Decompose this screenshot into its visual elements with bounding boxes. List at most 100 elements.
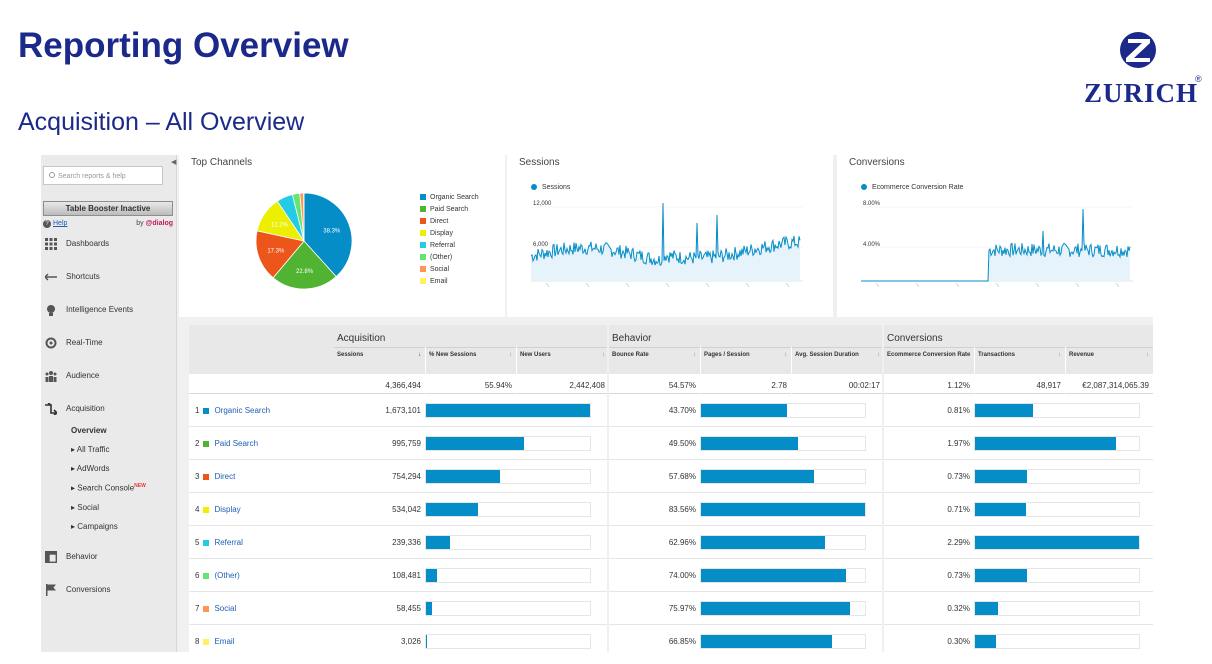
- sessions-track: [425, 535, 591, 550]
- conversion-rate-track: [974, 568, 1140, 583]
- sidebar-item-shortcuts[interactable]: Shortcuts: [45, 270, 100, 284]
- column-header-label: Bounce Rate: [612, 352, 649, 358]
- channel-link[interactable]: Organic Search: [214, 406, 271, 415]
- sidebar-sub-search-console[interactable]: ▸ Search ConsoleNEW: [71, 483, 146, 493]
- search-input[interactable]: Search reports & help: [43, 166, 163, 185]
- legend-item[interactable]: (Other): [420, 252, 479, 264]
- collapse-arrow-icon[interactable]: ◀: [171, 159, 177, 166]
- table-row: 4 Display 534,042 83.56% 0.71%: [189, 493, 1153, 526]
- channel-link[interactable]: Direct: [214, 472, 236, 481]
- sort-icon[interactable]: ↕: [693, 352, 696, 358]
- sessions-value: 534,042: [392, 505, 421, 514]
- sort-icon[interactable]: ↕: [602, 352, 605, 358]
- pie-slice-organic-search[interactable]: [303, 192, 353, 278]
- sidebar-sub-all-traffic[interactable]: ▸ All Traffic: [71, 445, 110, 454]
- bounce-rate-bar: [701, 404, 787, 417]
- conversion-rate-track: [974, 601, 1140, 616]
- sidebar-sub-overview[interactable]: Overview: [71, 426, 107, 435]
- sidebar-item-dashboards[interactable]: Dashboards: [45, 237, 109, 251]
- sidebar-item-acquisition[interactable]: Acquisition: [45, 402, 105, 416]
- legend-label: Paid Search: [430, 206, 469, 213]
- channel-link[interactable]: Paid Search: [214, 439, 259, 448]
- table-booster-button[interactable]: Table Booster Inactive: [43, 201, 173, 216]
- sidebar-item-conversions[interactable]: Conversions: [45, 583, 110, 597]
- sort-icon[interactable]: ↕: [1146, 352, 1149, 358]
- help-link[interactable]: Help: [53, 220, 68, 227]
- sort-icon[interactable]: ↕: [784, 352, 787, 358]
- legend-item[interactable]: Paid Search: [420, 204, 479, 216]
- conversion-rate-value: 0.73%: [947, 571, 970, 580]
- conversion-rate-bar: [975, 437, 1116, 450]
- bounce-rate-track: [700, 436, 866, 451]
- channel-link[interactable]: Email: [214, 637, 235, 646]
- sidebar-item-label: Real-Time: [66, 338, 103, 347]
- total-cell: 55.94%: [426, 374, 516, 394]
- column-header[interactable]: Transactions ↕: [975, 347, 1065, 374]
- legend-item[interactable]: Social: [420, 264, 479, 276]
- column-header[interactable]: New Users ↕: [517, 347, 609, 374]
- column-header[interactable]: Bounce Rate ↕: [609, 347, 700, 374]
- conversion-rate-track: [974, 469, 1140, 484]
- channel-link[interactable]: Social: [214, 604, 237, 613]
- bounce-rate-track: [700, 469, 866, 484]
- row-number: 4: [195, 505, 200, 514]
- legend-item[interactable]: Display: [420, 228, 479, 240]
- sidebar-item-intelligence-events[interactable]: Intelligence Events: [45, 303, 133, 317]
- bounce-rate-bar: [701, 503, 865, 516]
- sessions-track: [425, 469, 591, 484]
- conversion-rate-value: 1.97%: [947, 439, 970, 448]
- conversion-rate-value: 0.73%: [947, 472, 970, 481]
- legend-item[interactable]: Organic Search: [420, 192, 479, 204]
- legend-item[interactable]: Referral: [420, 240, 479, 252]
- bounce-rate-bar: [701, 602, 850, 615]
- conv-ytick-high: 8.00%: [863, 201, 881, 207]
- sessions-track: [425, 568, 591, 583]
- pie-slice-label: 12.2%: [271, 222, 289, 228]
- group-header: Conversions: [884, 325, 1153, 347]
- row-number: 8: [195, 637, 200, 646]
- column-header-label: Transactions: [978, 352, 1016, 358]
- channel-link[interactable]: Display: [214, 505, 241, 514]
- sessions-line: [531, 202, 801, 266]
- column-header[interactable]: Pages / Session ↕: [701, 347, 791, 374]
- column-header[interactable]: % New Sessions ↕: [426, 347, 516, 374]
- by-dialog: by @dialog: [136, 220, 173, 227]
- legend-item[interactable]: Email: [420, 276, 479, 288]
- sidebar-sub-campaigns[interactable]: ▸ Campaigns: [71, 522, 118, 531]
- pie-slice-direct[interactable]: [255, 230, 305, 279]
- legend-item[interactable]: Direct: [420, 216, 479, 228]
- sort-icon[interactable]: ↕: [967, 352, 970, 358]
- channel-swatch: [203, 407, 210, 414]
- column-header[interactable]: Avg. Session Duration ↕: [792, 347, 884, 374]
- sidebar-item-behavior[interactable]: Behavior: [45, 550, 98, 564]
- bounce-rate-value: 74.00%: [668, 571, 696, 580]
- column-header[interactable]: Sessions ↓: [334, 347, 425, 374]
- sidebar-item-label: Dashboards: [66, 239, 110, 248]
- sidebar-sub-adwords[interactable]: ▸ AdWords: [71, 464, 110, 473]
- bounce-rate-bar: [701, 470, 814, 483]
- bounce-rate-value: 66.85%: [668, 637, 696, 646]
- channel-link[interactable]: (Other): [214, 571, 240, 580]
- x-tick-mark: [705, 282, 710, 288]
- column-header[interactable]: Ecommerce Conversion Rate ↕: [884, 347, 974, 374]
- sidebar: ◀ Search reports & help Table Booster In…: [41, 155, 177, 652]
- sidebar-sub-social[interactable]: ▸ Social: [71, 503, 100, 512]
- sort-icon[interactable]: ↕: [509, 352, 512, 358]
- top-channels-title: Top Channels: [191, 157, 253, 168]
- conversion-rate-track: [974, 502, 1140, 517]
- sort-icon[interactable]: ↕: [1058, 352, 1061, 358]
- channel-link[interactable]: Referral: [214, 538, 243, 547]
- sidebar-item-real-time[interactable]: Real-Time: [45, 336, 103, 350]
- column-header-label: New Users: [520, 352, 551, 358]
- pie-slice-paid-search[interactable]: [272, 240, 337, 290]
- legend-swatch: [420, 278, 426, 285]
- channel-cell: 8 Email: [195, 637, 234, 646]
- column-header[interactable]: Revenue ↕: [1066, 347, 1153, 374]
- sort-icon[interactable]: ↕: [877, 352, 880, 358]
- sidebar-item-label: Audience: [66, 371, 100, 380]
- total-cell: 54.57%: [609, 374, 700, 394]
- sidebar-item-audience[interactable]: Audience: [45, 369, 99, 383]
- help-icon: ?: [43, 220, 51, 228]
- sort-desc-icon[interactable]: ↓: [418, 352, 421, 358]
- channel-cell: 2 Paid Search: [195, 439, 258, 448]
